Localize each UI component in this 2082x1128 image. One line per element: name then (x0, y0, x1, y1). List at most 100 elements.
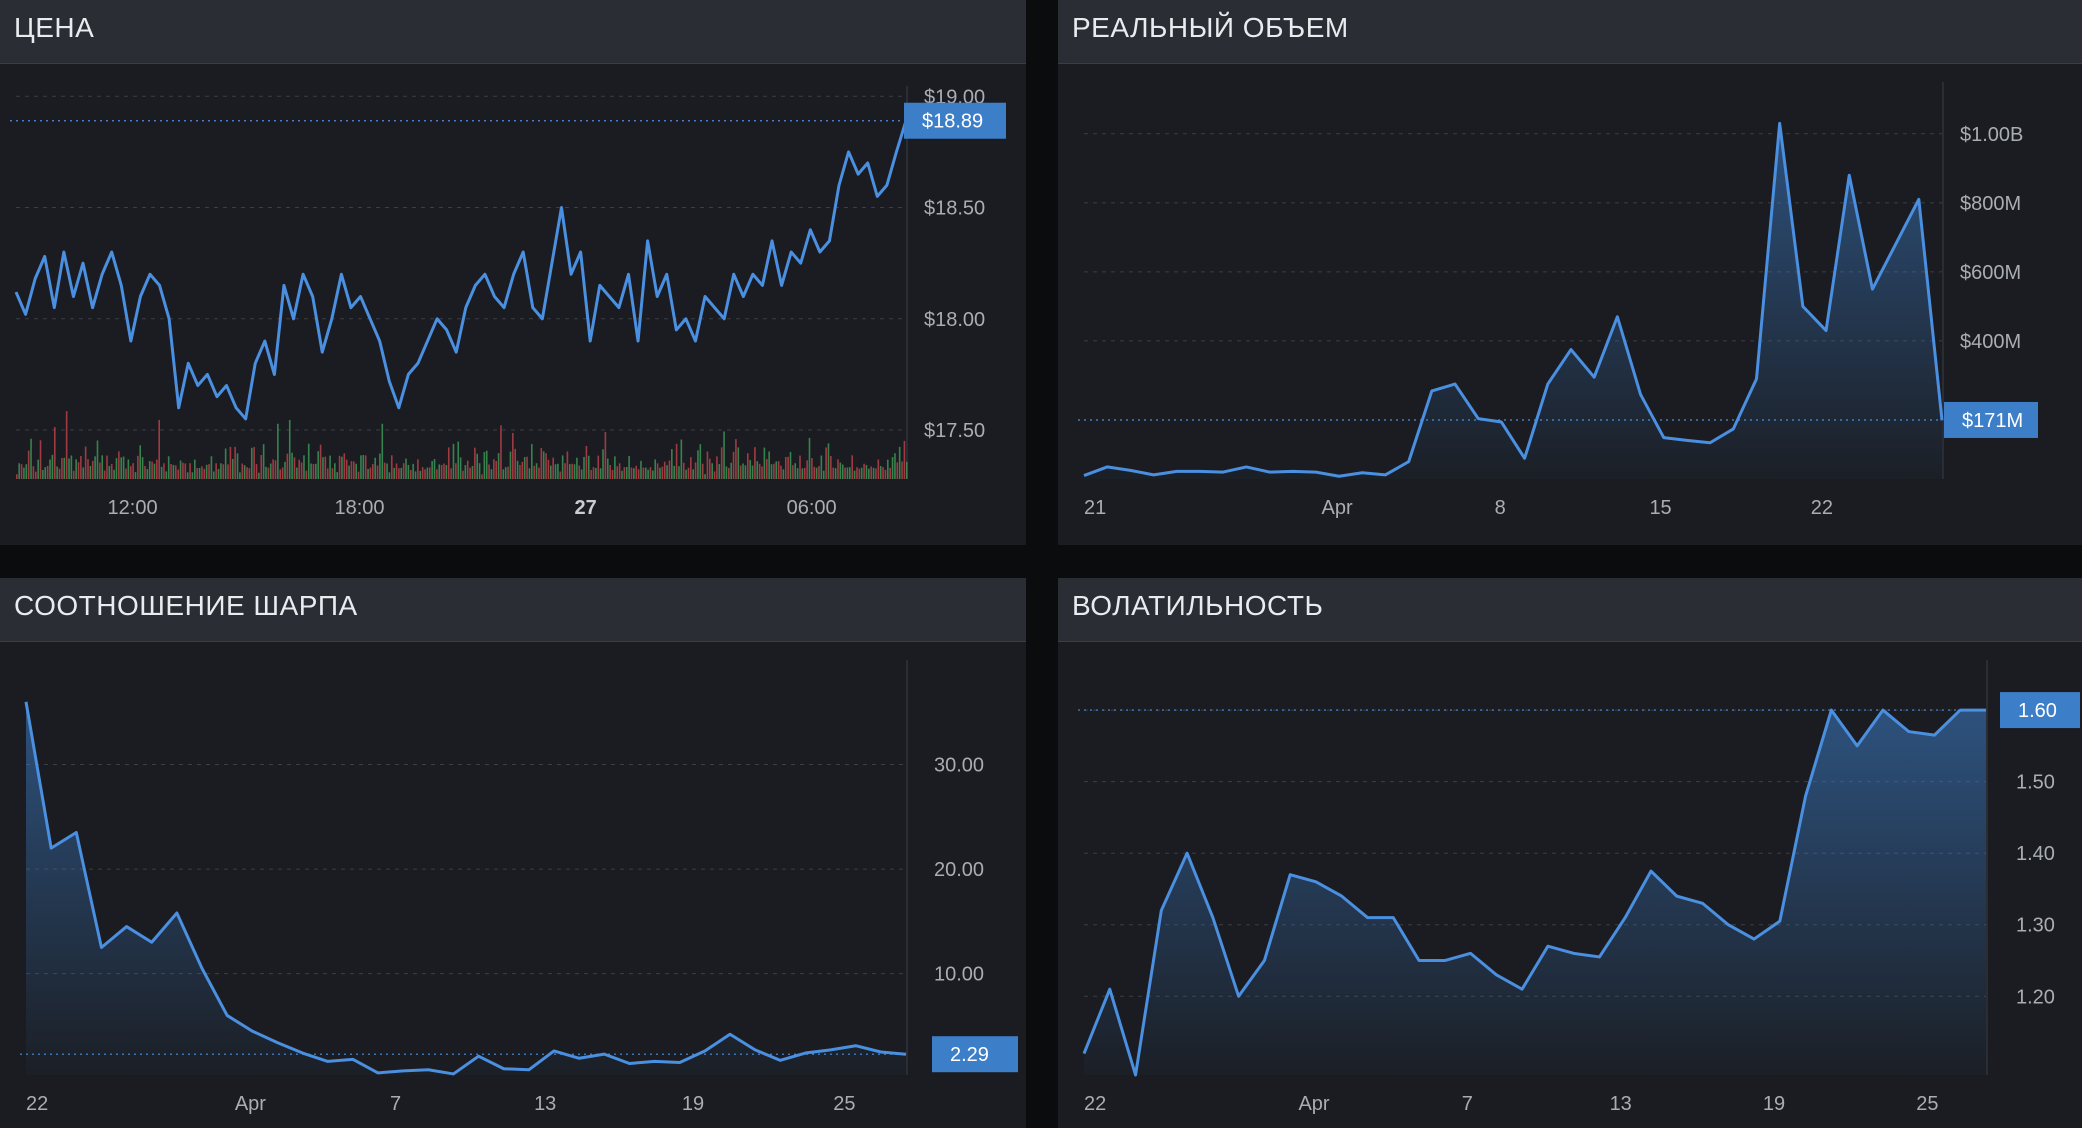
volume-bar (773, 463, 775, 479)
volume-bar (277, 423, 279, 479)
volume-bar (443, 463, 445, 479)
volume-bar (675, 443, 678, 479)
x-tick-label: 27 (574, 497, 596, 519)
volume-bar (846, 467, 849, 479)
volume-bar (495, 460, 498, 479)
sharpe-panel-header: СООТНОШЕНИЕ ШАРПА (0, 578, 1026, 642)
volume-bar (75, 459, 77, 479)
volume-bar (578, 465, 581, 479)
volume-bar (419, 470, 422, 479)
volume-bar (806, 460, 808, 479)
volume-bar (262, 444, 265, 479)
volume-bar (488, 464, 490, 479)
volume-bar (163, 463, 165, 479)
y-tick-label: 10.00 (934, 964, 984, 986)
volume-bar (269, 463, 272, 479)
current-value-badge (904, 102, 1006, 139)
volume-bar (44, 467, 47, 479)
volume-bar (324, 456, 327, 479)
volume-bar (428, 467, 431, 479)
volume-bar (170, 464, 172, 479)
series-area (26, 701, 906, 1075)
series-line (1083, 121, 1944, 478)
y-tick-label: $18.00 (924, 309, 985, 331)
volume-bar (716, 456, 718, 479)
volume-bar (841, 464, 844, 479)
volume-bar (516, 460, 519, 479)
volume-bar (616, 466, 619, 479)
volume-bar (400, 467, 403, 479)
volume-bar (564, 463, 566, 479)
volume-bar (706, 451, 709, 479)
volume-bar (395, 463, 398, 479)
volume-bar (300, 462, 303, 479)
volume-bar (72, 470, 75, 479)
volume-bar (690, 457, 692, 479)
volume-bar (194, 459, 196, 479)
volume-bar (887, 459, 889, 479)
volume-bar (509, 451, 512, 479)
volume-bar (566, 451, 569, 479)
volume-bar (315, 463, 317, 479)
volume-bar (108, 465, 111, 479)
volume-bar (248, 468, 251, 479)
volume-bar (799, 455, 801, 479)
x-tick-label: 22 (1084, 1093, 1106, 1115)
volume-bar (853, 470, 856, 479)
series-line (14, 120, 908, 421)
volume-bar (768, 451, 770, 479)
volume-bar (680, 439, 683, 479)
x-tick-label: 12:00 (108, 497, 158, 519)
volume-bar (583, 456, 585, 479)
volume-bar (407, 464, 410, 479)
volume-bar (557, 463, 559, 479)
volume-bar (182, 462, 184, 479)
x-tick-label: 25 (1916, 1093, 1938, 1115)
price-panel: ЦЕНА $17.50 $18.00 $18.50 $19.00 $18.89 12:00… (0, 0, 1026, 545)
x-tick-label: 13 (1610, 1093, 1632, 1115)
volume-bar (70, 455, 73, 479)
volume-bar (186, 472, 189, 479)
volume-panel-header: РЕАЛЬНЫЙ ОБЪЕМ (1058, 0, 2082, 64)
volume-bar (30, 438, 32, 479)
x-tick-label: 7 (1462, 1093, 1473, 1115)
volume-bar (39, 440, 42, 479)
volume-bar (53, 427, 56, 479)
volume-bar (654, 459, 657, 479)
volume-bar (844, 467, 846, 479)
volume-bar (792, 465, 794, 479)
volume-bar (25, 464, 28, 479)
volume-bar (20, 464, 23, 479)
volume-bar (239, 472, 241, 479)
volume-bar (533, 465, 535, 479)
volume-bar (165, 471, 168, 479)
volume-bar (481, 474, 483, 479)
volume-chart[interactable]: $400M $600M $800M $1.00B $171M 21 Apr 8 15 22 (1058, 64, 2082, 545)
volume-bar (144, 466, 146, 479)
x-tick-label: 06:00 (787, 497, 837, 519)
volume-bar (497, 453, 500, 479)
volume-bar (37, 459, 39, 479)
volume-bar (751, 465, 754, 479)
volume-bar (647, 469, 649, 479)
x-tick-label: 8 (1495, 497, 1506, 519)
volatility-panel-header: ВОЛАТИЛЬНОСТЬ (1058, 578, 2082, 642)
x-tick-label: Apr (235, 1093, 266, 1115)
volume-bar (357, 471, 360, 479)
volume-bar (217, 468, 220, 479)
volume-bar (113, 469, 115, 479)
volume-bar (51, 454, 54, 479)
volume-bar (307, 443, 310, 479)
series-area (1084, 710, 1986, 1075)
volume-bar (868, 468, 870, 479)
volume-bar (312, 463, 315, 479)
volume-bar (728, 467, 730, 479)
sharpe-chart[interactable]: 10.00 20.00 30.00 2.29 22 Apr 7 13 19 25 (0, 642, 1026, 1128)
volume-bar (640, 460, 642, 479)
y-tick-label: $18.50 (924, 198, 985, 220)
volume-bar (158, 419, 160, 479)
volume-bar (512, 432, 514, 479)
volume-bar (293, 457, 296, 479)
